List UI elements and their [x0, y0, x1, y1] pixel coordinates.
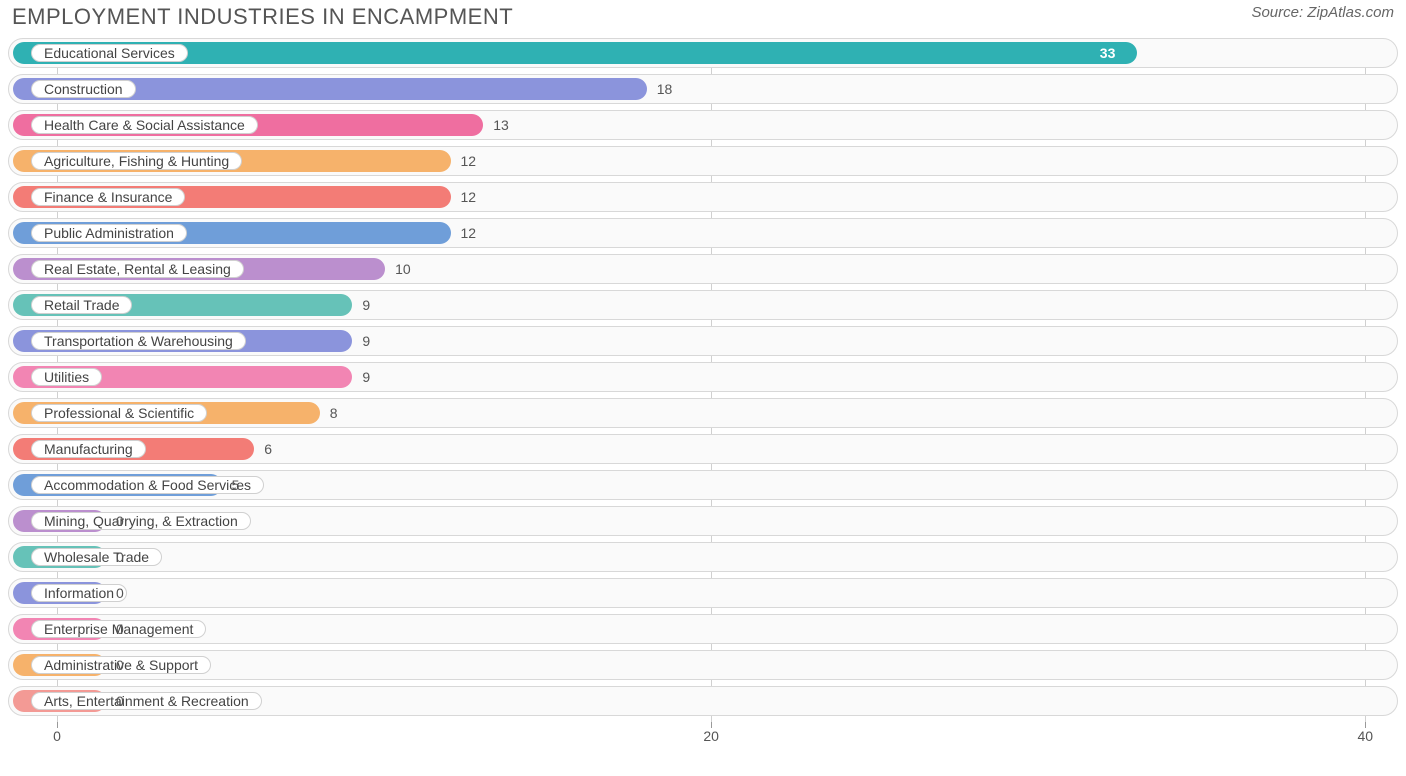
bar-row: Educational Services 33 — [8, 38, 1398, 68]
bar-label: Accommodation & Food Services — [31, 476, 264, 494]
bar-value: 9 — [362, 327, 370, 355]
bar-row: Agriculture, Fishing & Hunting 12 — [8, 146, 1398, 176]
bar-label: Real Estate, Rental & Leasing — [31, 260, 244, 278]
bar-row: Retail Trade 9 — [8, 290, 1398, 320]
bar-value: 13 — [493, 111, 509, 139]
bar-row: Public Administration 12 — [8, 218, 1398, 248]
bar-row: Arts, Entertainment & Recreation0 — [8, 686, 1398, 716]
bar-row: Accommodation & Food Services5 — [8, 470, 1398, 500]
bar-value: 0 — [116, 543, 124, 571]
bar-value: 0 — [116, 507, 124, 535]
bar-label: Arts, Entertainment & Recreation — [31, 692, 262, 710]
bar-label: Wholesale Trade — [31, 548, 162, 566]
x-axis: 0 20 40 — [8, 722, 1398, 746]
header: EMPLOYMENT INDUSTRIES IN ENCAMPMENT Sour… — [8, 0, 1398, 38]
bar-value: 10 — [395, 255, 411, 283]
chart-area: Educational Services 33 Construction 18 Heal… — [8, 38, 1398, 746]
bar-value: 5 — [232, 471, 240, 499]
bar-value: 0 — [116, 615, 124, 643]
chart-title: EMPLOYMENT INDUSTRIES IN ENCAMPMENT — [12, 4, 513, 30]
bar-label: Construction — [31, 80, 136, 98]
bar-label: Health Care & Social Assistance — [31, 116, 258, 134]
bar-row: Mining, Quarrying, & Extraction0 — [8, 506, 1398, 536]
bar-row: Health Care & Social Assistance 13 — [8, 110, 1398, 140]
bar-label: Agriculture, Fishing & Hunting — [31, 152, 242, 170]
bar-value: 0 — [116, 651, 124, 679]
bar-row: Administrative & Support0 — [8, 650, 1398, 680]
source-attribution: Source: ZipAtlas.com — [1251, 4, 1394, 21]
axis-tick-label: 40 — [1357, 728, 1373, 744]
bar-row: Construction 18 — [8, 74, 1398, 104]
bar-row: Manufacturing 6 — [8, 434, 1398, 464]
bar-value: 12 — [461, 219, 477, 247]
axis-tick-label: 20 — [703, 728, 719, 744]
bar-label: Finance & Insurance — [31, 188, 185, 206]
bar-value: 9 — [362, 291, 370, 319]
bar-label: Transportation & Warehousing — [31, 332, 246, 350]
bar-value: 0 — [116, 579, 124, 607]
bar-value: 6 — [264, 435, 272, 463]
bar-value: 18 — [657, 75, 673, 103]
bar-row: Utilities 9 — [8, 362, 1398, 392]
bar-label: Retail Trade — [31, 296, 132, 314]
bar-row: Wholesale Trade0 — [8, 542, 1398, 572]
bar-row: Enterprise Management0 — [8, 614, 1398, 644]
bar-value: 8 — [330, 399, 338, 427]
bar-row: Information0 — [8, 578, 1398, 608]
bar-label: Manufacturing — [31, 440, 146, 458]
bar-label: Educational Services — [31, 44, 188, 62]
bar-row: Finance & Insurance 12 — [8, 182, 1398, 212]
bar-value: 9 — [362, 363, 370, 391]
bar-value: 33 — [1100, 39, 1116, 67]
axis-tick-label: 0 — [53, 728, 61, 744]
bar-value: 12 — [461, 147, 477, 175]
bar-value: 12 — [461, 183, 477, 211]
bars-layer: Educational Services 33 Construction 18 Heal… — [8, 38, 1398, 716]
bar-value: 0 — [116, 687, 124, 715]
bar-row: Real Estate, Rental & Leasing 10 — [8, 254, 1398, 284]
chart-container: EMPLOYMENT INDUSTRIES IN ENCAMPMENT Sour… — [0, 0, 1406, 776]
bar-label: Mining, Quarrying, & Extraction — [31, 512, 251, 530]
bar-label: Professional & Scientific — [31, 404, 207, 422]
bar-label: Information — [31, 584, 127, 602]
bar-label: Public Administration — [31, 224, 187, 242]
bar-row: Professional & Scientific 8 — [8, 398, 1398, 428]
bar-row: Transportation & Warehousing 9 — [8, 326, 1398, 356]
bar-label: Utilities — [31, 368, 102, 386]
